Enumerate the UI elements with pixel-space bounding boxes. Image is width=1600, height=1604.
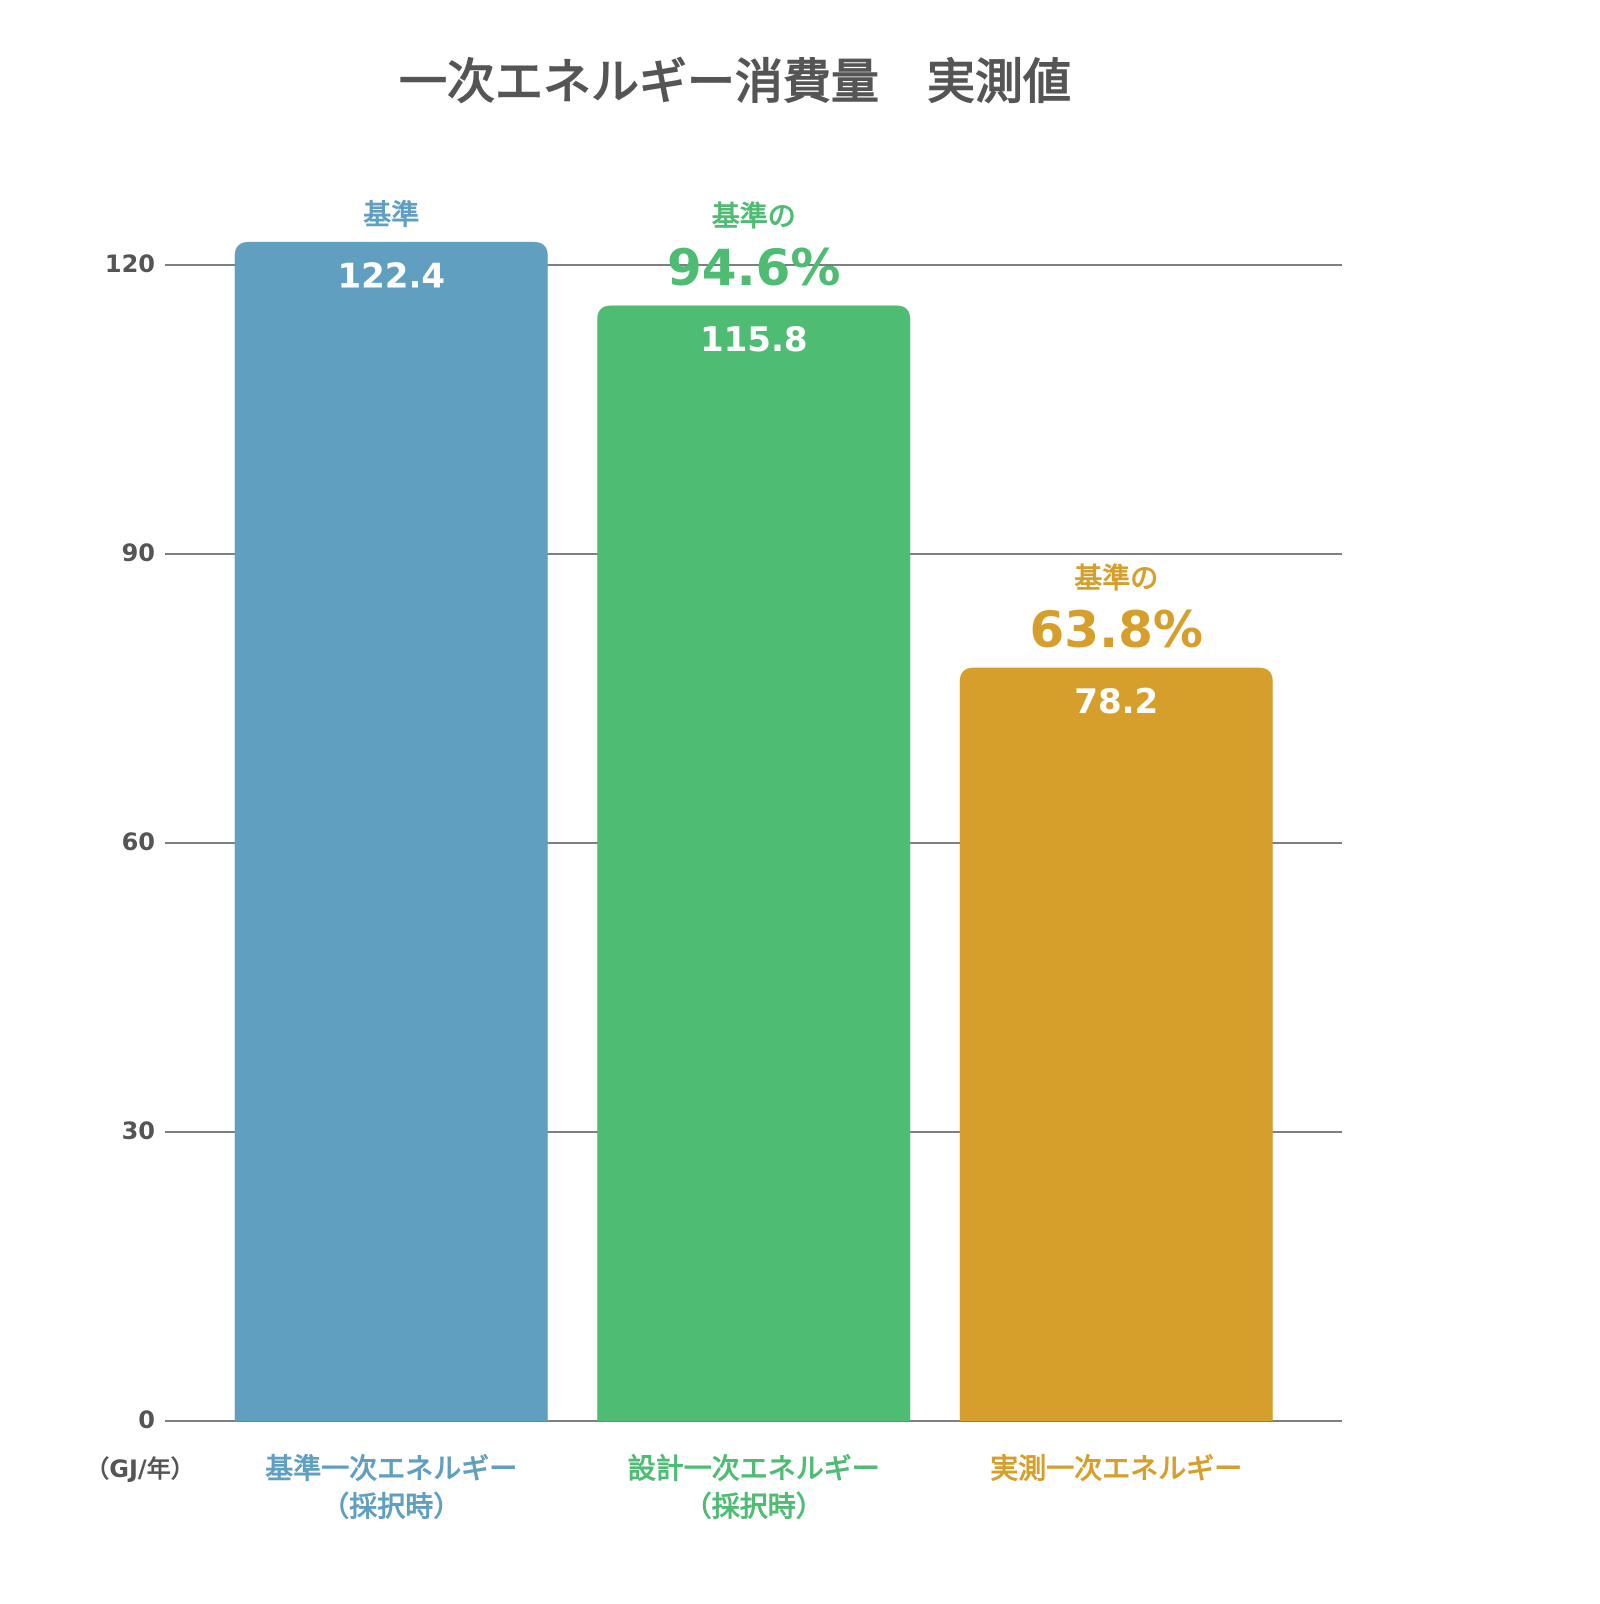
y-tick-label: 30 bbox=[122, 1117, 155, 1145]
header-label: 基準の bbox=[1074, 562, 1158, 595]
y-tick-label: 120 bbox=[105, 250, 155, 278]
x-tick-label: 設計一次エネルギー bbox=[628, 1452, 880, 1485]
unit-label: （GJ/年） bbox=[85, 1455, 194, 1483]
y-tick-label: 0 bbox=[138, 1406, 155, 1434]
x-tick-label: （採択時） bbox=[321, 1490, 461, 1523]
x-tick-label: 基準一次エネルギー bbox=[265, 1452, 517, 1485]
ratio-label: 63.8% bbox=[1030, 601, 1203, 659]
chart-title: 一次エネルギー消費量 実測値 bbox=[399, 54, 1071, 110]
value-label: 122.4 bbox=[337, 256, 445, 296]
x-tick-label: （採択時） bbox=[684, 1490, 824, 1523]
bar bbox=[959, 667, 1273, 1421]
y-tick-label: 60 bbox=[122, 828, 155, 856]
header-label: 基準の bbox=[712, 199, 796, 232]
bar bbox=[234, 241, 548, 1421]
y-tick-label: 90 bbox=[122, 539, 155, 567]
header-label: 基準 bbox=[363, 198, 419, 231]
ratio-label: 94.6% bbox=[667, 239, 840, 297]
value-label: 115.8 bbox=[700, 320, 808, 360]
x-tick-label: 実測一次エネルギー bbox=[990, 1452, 1242, 1485]
value-label: 78.2 bbox=[1074, 682, 1158, 722]
bar bbox=[597, 305, 911, 1422]
